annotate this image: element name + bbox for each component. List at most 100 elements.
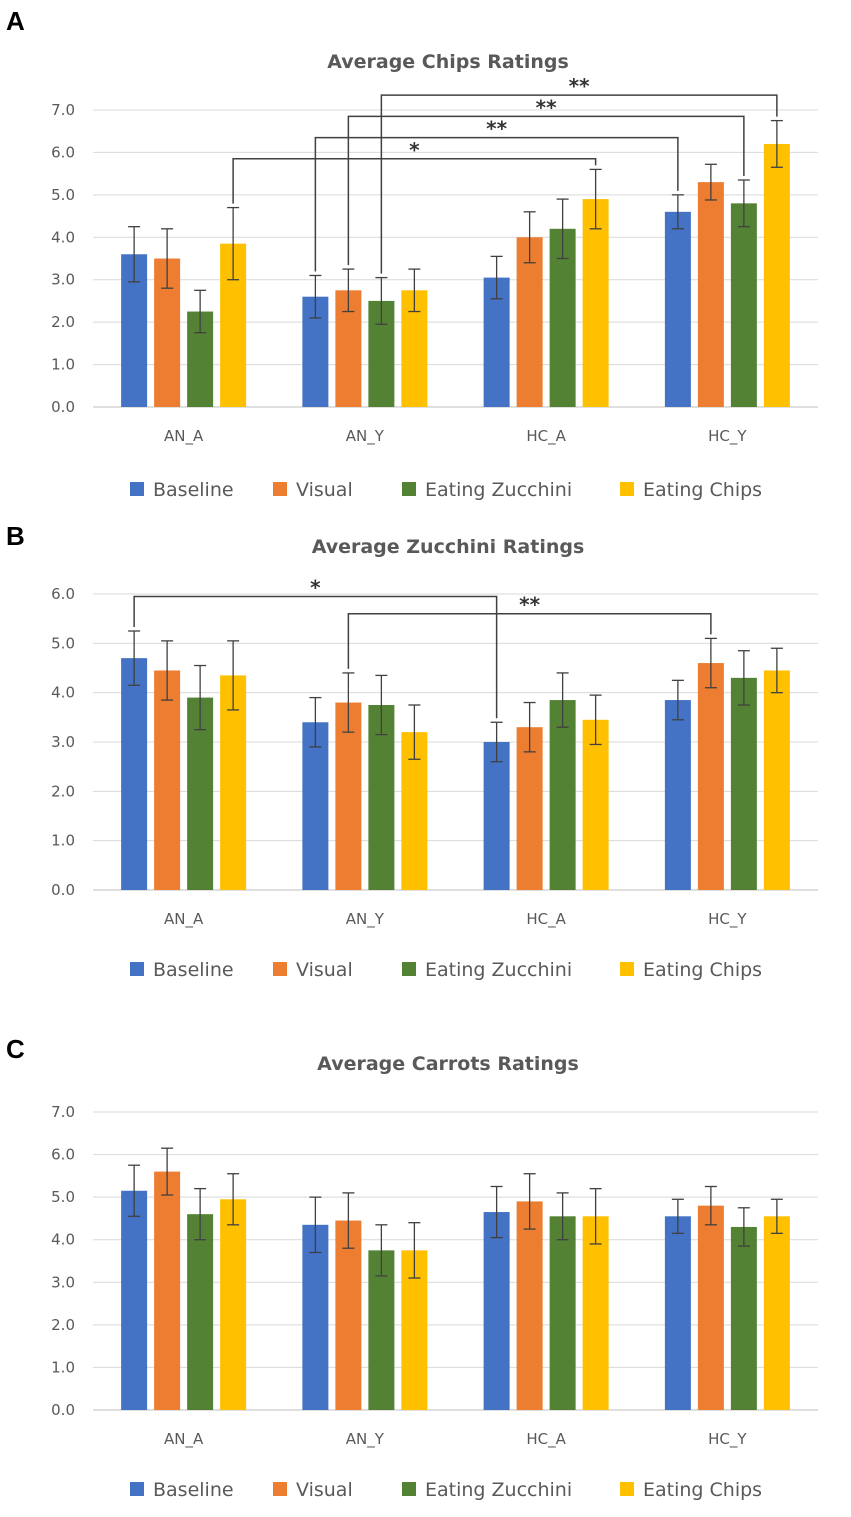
category-label: AN_A (164, 910, 204, 929)
bar-baseline-hc_a (483, 1212, 510, 1410)
legend-swatch (402, 1482, 416, 1496)
legend-label: Baseline (153, 1479, 234, 1501)
bar-visual-hc_a (516, 237, 543, 407)
significance-label: ** (569, 74, 590, 98)
y-tick-label: 5.0 (51, 186, 75, 204)
bar-eating-chips-hc_a (582, 719, 609, 890)
category-label: HC_A (526, 910, 566, 929)
chart-title-b: Average Zucchini Ratings (312, 536, 585, 558)
y-tick-label: 0.0 (51, 881, 75, 899)
panel-b: B Average Zucchini Ratings 0.0 1.0 2.0 3.0 4… (6, 521, 818, 981)
panel-letter-a: A (6, 6, 25, 36)
panel-a: A Average Chips Ratings 0.0 1.0 2.0 3.0 4.0 5… (6, 6, 818, 501)
y-tick-label: 1.0 (51, 1358, 75, 1376)
y-tick-label: 1.0 (51, 832, 75, 850)
y-tick-label: 6.0 (51, 585, 75, 603)
bar-eating-chips-hc_a (582, 1216, 609, 1410)
bar-eating-chips-an_a (220, 1199, 247, 1410)
y-tick-label: 3.0 (51, 1273, 75, 1291)
panel-letter-c: C (6, 1034, 25, 1064)
significance-label: ** (536, 95, 557, 119)
bar-baseline-hc_y (664, 211, 691, 407)
y-tick-label: 7.0 (51, 101, 75, 119)
y-tick-label: 0.0 (51, 398, 75, 416)
y-tick-label: 2.0 (51, 782, 75, 800)
y-tick-label: 0.0 (51, 1401, 75, 1419)
category-label: HC_Y (708, 910, 747, 929)
legend-swatch (402, 962, 416, 976)
legend-label: Eating Zucchini (425, 959, 572, 981)
chart-a: 0.0 1.0 2.0 3.0 4.0 5.0 6.0 7.0 AN_A AN_Y HC_A HC_Y… (51, 74, 818, 501)
bar-visual-hc_a (516, 1201, 543, 1410)
category-label: AN_Y (346, 1430, 385, 1449)
chart-title-c: Average Carrots Ratings (317, 1053, 579, 1075)
category-label: AN_A (164, 427, 204, 446)
legend-swatch (130, 962, 144, 976)
legend-label: Visual (296, 1479, 353, 1501)
legend-swatch (273, 1482, 287, 1496)
y-tick-label: 4.0 (51, 684, 75, 702)
bar-visual-hc_y (697, 1205, 724, 1410)
category-label: AN_Y (346, 910, 385, 929)
legend-swatch (273, 962, 287, 976)
category-label: HC_Y (708, 427, 747, 446)
bar-baseline-an_a (121, 658, 148, 890)
legend-label: Baseline (153, 959, 234, 981)
significance-bracket (380, 94, 778, 274)
chart-b: 0.01.02.03.04.05.06.0AN_A AN_Y HC_A HC_Y***… (51, 575, 818, 981)
bar-eating-zucchini-an_a (187, 1214, 214, 1410)
y-tick-label: 3.0 (51, 733, 75, 751)
significance-bracket (314, 136, 679, 272)
bar-visual-hc_a (516, 727, 543, 890)
legend-label: Eating Chips (643, 1479, 762, 1501)
y-tick-label: 5.0 (51, 1188, 75, 1206)
chart-title-a: Average Chips Ratings (327, 51, 569, 73)
legend-label: Visual (296, 479, 353, 501)
bar-eating-chips-hc_y (763, 1216, 790, 1410)
bar-eating-zucchini-hc_y (730, 677, 757, 890)
bar-baseline-an_y (302, 1224, 329, 1410)
legend-label: Eating Zucchini (425, 1479, 572, 1501)
legend-label: Visual (296, 959, 353, 981)
legend-swatch (273, 482, 287, 496)
legend-swatch (620, 1482, 634, 1496)
panel-c: C Average Carrots Ratings 0.0 1.0 2.0 3.0 4.… (6, 1034, 818, 1501)
y-tick-label: 4.0 (51, 1231, 75, 1249)
y-tick-label: 6.0 (51, 143, 75, 161)
category-label: AN_A (164, 1430, 204, 1449)
bar-baseline-an_a (121, 1190, 148, 1410)
significance-label: * (310, 575, 321, 599)
bar-visual-an_y (335, 1220, 362, 1410)
y-tick-label: 6.0 (51, 1146, 75, 1164)
legend-swatch (130, 1482, 144, 1496)
significance-bracket (347, 115, 745, 266)
y-tick-label: 7.0 (51, 1103, 75, 1121)
y-tick-label: 1.0 (51, 356, 75, 374)
category-label: HC_A (526, 427, 566, 446)
legend-label: Eating Zucchini (425, 479, 572, 501)
bar-visual-an_y (335, 702, 362, 890)
significance-label: ** (486, 117, 507, 141)
y-tick-label: 2.0 (51, 313, 75, 331)
bar-eating-zucchini-an_y (368, 1250, 395, 1410)
bar-eating-zucchini-hc_y (730, 203, 757, 407)
bar-baseline-hc_y (664, 1216, 691, 1410)
significance-bracket (347, 612, 712, 669)
legend-label: Baseline (153, 479, 234, 501)
legend-label: Eating Chips (643, 959, 762, 981)
legend-swatch (402, 482, 416, 496)
category-label: HC_A (526, 1430, 566, 1449)
legend-swatch (620, 962, 634, 976)
chart-c: 0.0 1.0 2.0 3.0 4.0 5.0 6.0 7.0 AN_A AN_Y HC_A HC_Y… (51, 1103, 818, 1501)
bar-baseline-hc_y (664, 700, 691, 890)
category-label: HC_Y (708, 1430, 747, 1449)
bar-eating-zucchini-hc_a (549, 700, 576, 890)
bar-visual-hc_y (697, 182, 724, 407)
bar-eating-chips-hc_a (582, 199, 609, 407)
legend-swatch (130, 482, 144, 496)
significance-bracket (133, 595, 498, 719)
significance-label: ** (519, 593, 540, 617)
bar-eating-chips-hc_y (763, 143, 790, 407)
panel-letter-b: B (6, 521, 25, 551)
bar-eating-zucchini-an_y (368, 705, 395, 890)
